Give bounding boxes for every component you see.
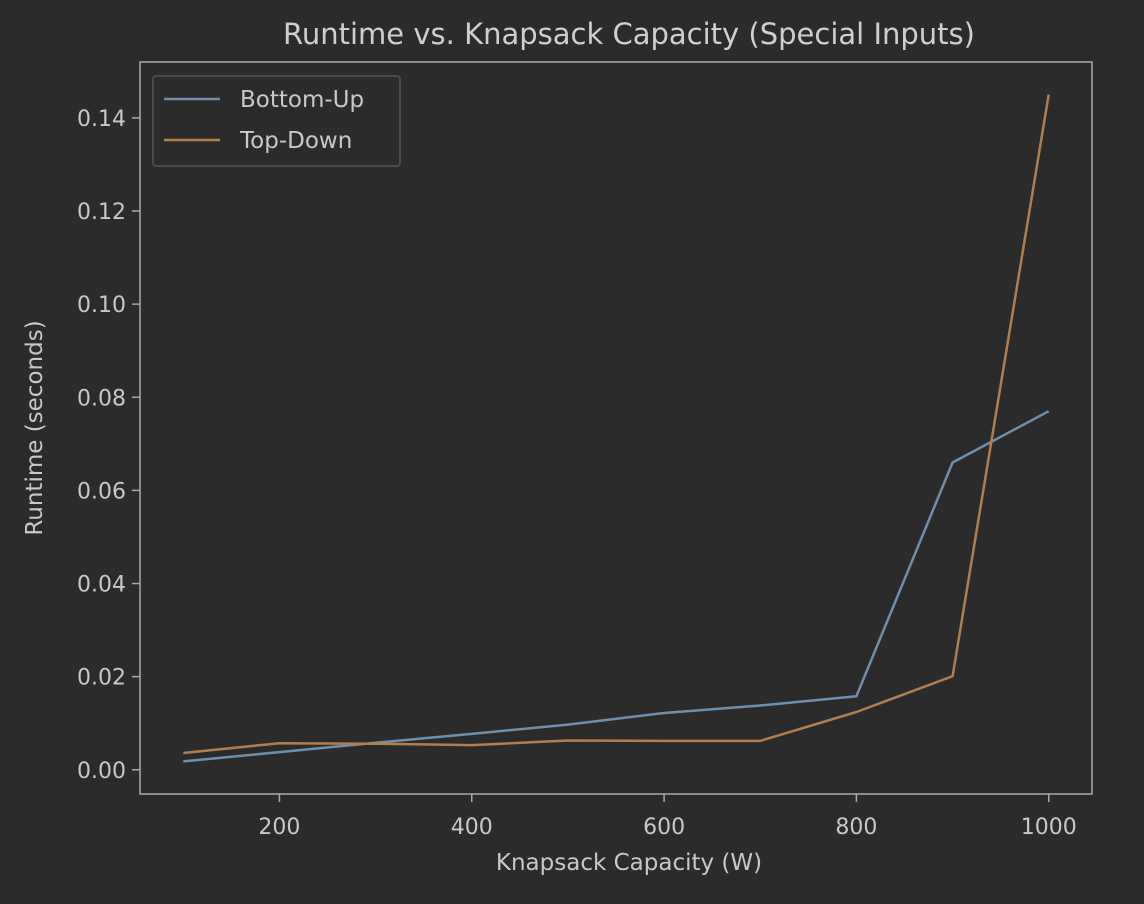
y-axis-label: Runtime (seconds) [22,320,48,535]
x-axis-label: Knapsack Capacity (W) [496,850,762,876]
y-tick-label: 0.10 [77,293,126,318]
y-tick-label: 0.06 [77,479,126,504]
x-tick-label: 400 [451,815,493,840]
x-tick-label: 1000 [1021,815,1077,840]
y-tick-label: 0.02 [77,666,126,691]
y-tick-label: 0.12 [77,200,126,225]
series-line-bottom-up [183,410,1050,763]
series-line-top-down [183,94,1050,755]
legend-label-top-down: Top-Down [239,128,352,154]
y-tick-label: 0.04 [77,573,126,598]
legend: Bottom-Up Top-Down [152,75,401,167]
chart-title: Runtime vs. Knapsack Capacity (Special I… [283,17,975,51]
x-tick-label: 800 [835,815,877,840]
plot-area [139,61,1093,795]
legend-label-bottom-up: Bottom-Up [240,87,364,113]
x-tick-label: 200 [258,815,300,840]
x-axis: 200 400 600 800 1000 [258,794,1077,840]
x-tick-label: 600 [643,815,685,840]
series-lines [183,94,1050,763]
y-tick-label: 0.08 [77,386,126,411]
y-tick-label: 0.14 [77,107,126,132]
y-tick-label: 0.00 [77,759,126,784]
y-axis: 0.00 0.02 0.04 0.06 0.08 0.10 0.12 0.14 [77,107,140,784]
